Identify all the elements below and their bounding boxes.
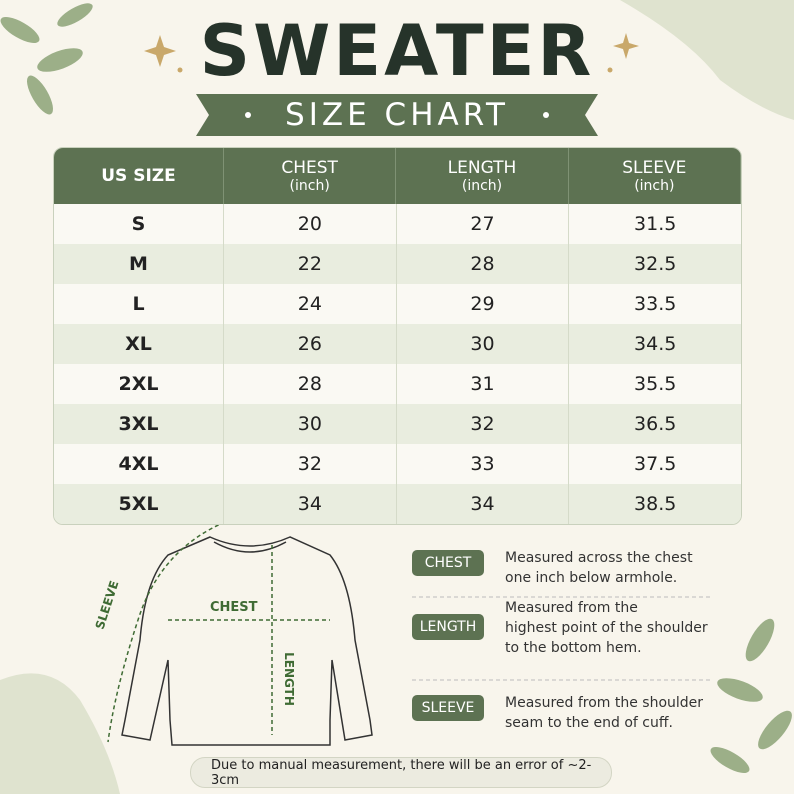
legend-description: Measured from the shoulder seam to the en… bbox=[505, 693, 703, 733]
table-cell: L bbox=[54, 284, 224, 324]
header-cell: SLEEVE (inch) bbox=[569, 148, 741, 204]
table-cell: 22 bbox=[224, 244, 397, 284]
legend-tag: LENGTH bbox=[412, 614, 484, 640]
table-cell: 30 bbox=[397, 324, 570, 364]
table-cell: 27 bbox=[397, 204, 570, 244]
table-cell: 28 bbox=[224, 364, 397, 404]
table-cell: S bbox=[54, 204, 224, 244]
table-cell: XL bbox=[54, 324, 224, 364]
table-cell: 33.5 bbox=[634, 293, 677, 315]
description-line: Measured across the chest bbox=[505, 550, 693, 566]
description-line: to the bottom hem. bbox=[505, 640, 642, 656]
column-name: SLEEVE bbox=[622, 158, 687, 178]
table-row: M 22 28 32.5 bbox=[54, 244, 741, 284]
table-cell: 35.5 bbox=[634, 373, 677, 395]
table-row: XL 26 30 34.5 bbox=[54, 324, 741, 364]
header-row: US SIZE CHEST (inch) LENGTH (inch) SLEEVE (inc… bbox=[54, 148, 741, 204]
table-cell: 5XL bbox=[54, 484, 224, 524]
size-table: US SIZE CHEST (inch) LENGTH (inch) SLEEVE (inc… bbox=[53, 147, 742, 525]
table-cell: 20 bbox=[224, 204, 397, 244]
table-cell: 4XL bbox=[54, 444, 224, 484]
table-cell: 29 bbox=[397, 284, 570, 324]
table-row: 4XL 32 33 37.5 bbox=[54, 444, 741, 484]
table-cell: 30 bbox=[224, 404, 397, 444]
description-line: highest point of the shoulder bbox=[505, 620, 708, 636]
description-line: one inch below armhole. bbox=[505, 570, 678, 586]
note-text: Due to manual measurement, there will be… bbox=[211, 757, 592, 788]
description-line: seam to the end of cuff. bbox=[505, 715, 673, 731]
length-label: LENGTH bbox=[281, 652, 296, 706]
table-row: S 20 27 31.5 bbox=[54, 204, 741, 244]
table-row: L 24 29 33.5 bbox=[54, 284, 741, 324]
chest-label: CHEST bbox=[210, 600, 258, 615]
legend-description: Measured across the chest one inch below … bbox=[505, 548, 693, 588]
table-cell: 2XL bbox=[54, 364, 224, 404]
column-unit: (inch) bbox=[634, 178, 675, 194]
table-cell: 34 bbox=[397, 484, 570, 524]
header-cell: CHEST (inch) bbox=[224, 148, 397, 204]
table-cell: 31 bbox=[397, 364, 570, 404]
table-cell: 26 bbox=[224, 324, 397, 364]
title: SWEATER bbox=[199, 10, 595, 92]
legend-tag: SLEEVE bbox=[412, 695, 484, 721]
table-cell: 37.5 bbox=[634, 453, 677, 475]
table-cell: 38.5 bbox=[634, 493, 677, 515]
column-name: US SIZE bbox=[101, 166, 176, 186]
column-name: LENGTH bbox=[447, 158, 517, 178]
note: Due to manual measurement, there will be… bbox=[190, 757, 612, 788]
table-row: 3XL 30 32 36.5 bbox=[54, 404, 741, 444]
table-row: 2XL 28 31 35.5 bbox=[54, 364, 741, 404]
table-cell: 33 bbox=[397, 444, 570, 484]
description-line: Measured from the bbox=[505, 600, 638, 616]
table-row: 5XL 34 34 38.5 bbox=[54, 484, 741, 524]
column-name: CHEST bbox=[281, 158, 338, 178]
header-cell: US SIZE bbox=[54, 148, 224, 204]
description-line: Measured from the shoulder bbox=[505, 695, 704, 711]
column-unit: (inch) bbox=[289, 178, 330, 194]
table-cell: 32 bbox=[224, 444, 397, 484]
table-cell: M bbox=[54, 244, 224, 284]
table-cell: 24 bbox=[224, 284, 397, 324]
legend-description: Measured from the highest point of the sh… bbox=[505, 598, 708, 658]
legend-tag: CHEST bbox=[412, 550, 484, 576]
table-cell: 31.5 bbox=[634, 213, 677, 235]
table-cell: 3XL bbox=[54, 404, 224, 444]
column-unit: (inch) bbox=[461, 178, 503, 194]
table-cell: 36.5 bbox=[634, 413, 677, 435]
table-cell: 34 bbox=[224, 484, 397, 524]
table-cell: 34.5 bbox=[634, 333, 677, 355]
subtitle: SIZE CHART bbox=[285, 97, 509, 133]
table-cell: 28 bbox=[397, 244, 570, 284]
table-cell: 32.5 bbox=[634, 253, 677, 275]
table-cell: 32 bbox=[397, 404, 570, 444]
header-cell: LENGTH (inch) bbox=[396, 148, 569, 204]
